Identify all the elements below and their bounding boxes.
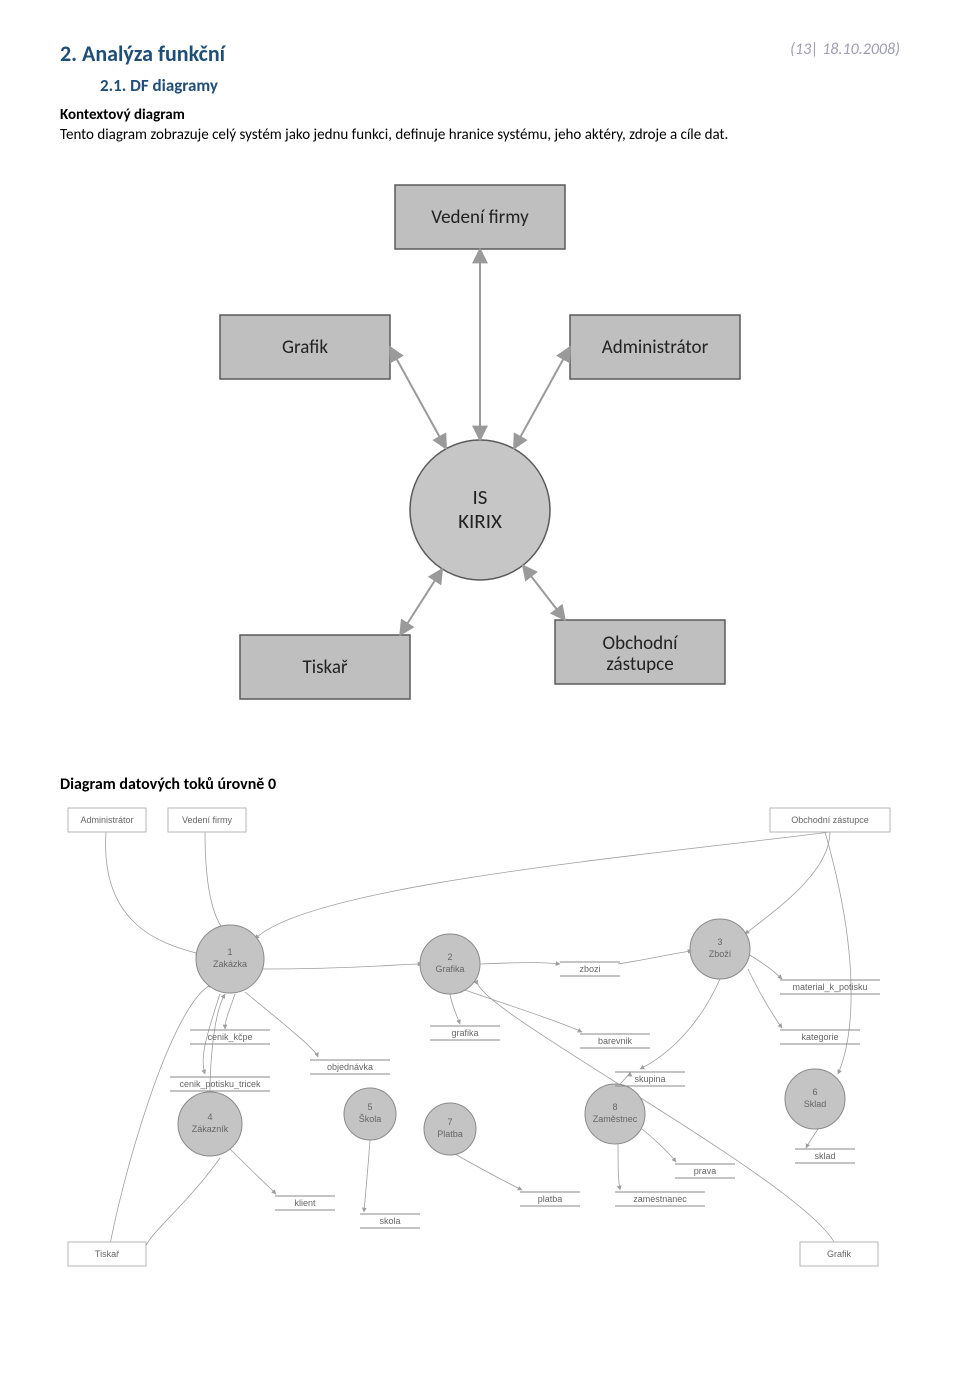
svg-text:4: 4	[207, 1112, 212, 1122]
svg-text:Grafika: Grafika	[435, 964, 464, 974]
svg-text:klient: klient	[294, 1198, 316, 1208]
svg-text:8: 8	[612, 1102, 617, 1112]
svg-text:zástupce: zástupce	[606, 653, 673, 676]
svg-text:sklad: sklad	[814, 1151, 835, 1161]
svg-text:2: 2	[447, 952, 452, 962]
svg-text:Obchodní zástupce: Obchodní zástupce	[791, 815, 869, 825]
svg-text:Zakázka: Zakázka	[213, 959, 247, 969]
svg-text:zbozi: zbozi	[579, 964, 600, 974]
store-grafika: grafika	[430, 1026, 500, 1040]
process-6: 6 Sklad	[785, 1069, 845, 1129]
store-sklad: sklad	[795, 1149, 855, 1163]
svg-text:Administrátor: Administrátor	[602, 336, 709, 359]
svg-text:Tiskař: Tiskař	[302, 656, 347, 679]
store-zbozi: zbozi	[560, 962, 620, 976]
external-grafik: Grafik	[800, 1242, 878, 1266]
subsection-heading: 2.1. DF diagramy	[100, 75, 900, 96]
svg-text:material_k_potisku: material_k_potisku	[792, 982, 867, 992]
store-cenik_potisku_tricek: cenik_potisku_tricek	[170, 1077, 270, 1091]
actor-admin: Administrátor	[570, 315, 740, 379]
store-prava: prava	[675, 1164, 735, 1178]
dfd-title: Diagram datových toků úrovně 0	[60, 775, 900, 794]
svg-text:Zboží: Zboží	[709, 949, 732, 959]
svg-text:Zákazník: Zákazník	[192, 1124, 229, 1134]
svg-text:KIRIX: KIRIX	[458, 508, 502, 534]
store-skupina: skupina	[615, 1072, 685, 1086]
external-vedeni: Vedení firmy	[168, 808, 246, 832]
svg-text:Grafik: Grafik	[827, 1249, 852, 1259]
store-material_k_potisku: material_k_potisku	[780, 980, 880, 994]
external-obch: Obchodní zástupce	[770, 808, 890, 832]
process-3: 3 Zboží	[690, 919, 750, 979]
external-tiskar: Tiskař	[68, 1242, 146, 1266]
store-objednávka: objednávka	[310, 1060, 390, 1074]
page-date: (13| 18.10.2008)	[790, 40, 900, 59]
svg-text:prava: prava	[694, 1166, 717, 1176]
svg-text:zamestnanec: zamestnanec	[633, 1194, 687, 1204]
svg-text:Tiskař: Tiskař	[95, 1249, 120, 1259]
actor-vedeni: Vedení firmy	[395, 185, 565, 249]
store-barevnik: barevnik	[580, 1034, 650, 1048]
svg-text:cenik_potisku_tricek: cenik_potisku_tricek	[179, 1079, 261, 1089]
store-skola: skola	[360, 1214, 420, 1228]
svg-text:platba: platba	[538, 1194, 563, 1204]
actor-grafik: Grafik	[220, 315, 390, 379]
svg-text:6: 6	[812, 1087, 817, 1097]
section-title: Analýza funkční	[82, 40, 225, 67]
svg-text:skola: skola	[379, 1216, 400, 1226]
svg-text:grafika: grafika	[451, 1028, 478, 1038]
actor-obchodni: Obchodnízástupce	[555, 620, 725, 684]
svg-text:3: 3	[717, 937, 722, 947]
dfd-diagram: Administrátor Vedení firmy Obchodní zástup…	[60, 804, 900, 1274]
section-heading: 2. Analýza funkční	[60, 40, 225, 67]
section-number: 2.	[60, 40, 77, 67]
actor-tiskar: Tiskař	[240, 635, 410, 699]
svg-text:objednávka: objednávka	[327, 1062, 373, 1072]
store-klient: klient	[275, 1196, 335, 1210]
process-8: 8 Zaměstnec	[585, 1084, 645, 1144]
svg-text:1: 1	[227, 947, 232, 957]
context-paragraph: Kontextový diagram Tento diagram zobrazu…	[60, 106, 900, 145]
store-cenik_kčpe: cenik_kčpe	[190, 1030, 270, 1044]
svg-text:barevnik: barevnik	[598, 1036, 633, 1046]
svg-text:Vedení firmy: Vedení firmy	[182, 815, 233, 825]
process-1: 1 Zakázka	[196, 925, 264, 993]
process-5: 5 Škola	[344, 1088, 396, 1140]
svg-text:Obchodní: Obchodní	[603, 632, 680, 655]
context-heading: Kontextový diagram	[60, 106, 185, 124]
process-7: 7 Platba	[424, 1103, 476, 1155]
svg-text:kategorie: kategorie	[801, 1032, 838, 1042]
store-zamestnanec: zamestnanec	[615, 1192, 705, 1206]
svg-text:Platba: Platba	[437, 1129, 463, 1139]
context-text: Tento diagram zobrazuje celý systém jako…	[60, 126, 728, 144]
subsection-number: 2.1.	[100, 75, 126, 96]
process-4: 4 Zákazník	[178, 1092, 242, 1156]
svg-text:cenik_kčpe: cenik_kčpe	[207, 1032, 252, 1042]
svg-text:Škola: Škola	[359, 1114, 382, 1124]
svg-text:Sklad: Sklad	[804, 1099, 827, 1109]
svg-text:7: 7	[447, 1117, 452, 1127]
svg-text:skupina: skupina	[634, 1074, 665, 1084]
svg-text:Vedení firmy: Vedení firmy	[431, 206, 529, 229]
external-admin: Administrátor	[68, 808, 146, 832]
process-2: 2 Grafika	[420, 934, 480, 994]
svg-text:Administrátor: Administrátor	[80, 815, 133, 825]
context-diagram: Vedení firmy Grafik Administrátor Tiskař Obc…	[160, 165, 800, 745]
svg-text:Zaměstnec: Zaměstnec	[593, 1114, 638, 1124]
store-platba: platba	[520, 1192, 580, 1206]
subsection-title: DF diagramy	[130, 75, 218, 96]
svg-text:5: 5	[367, 1102, 372, 1112]
svg-text:Grafik: Grafik	[282, 336, 328, 359]
svg-text:IS: IS	[473, 484, 488, 510]
